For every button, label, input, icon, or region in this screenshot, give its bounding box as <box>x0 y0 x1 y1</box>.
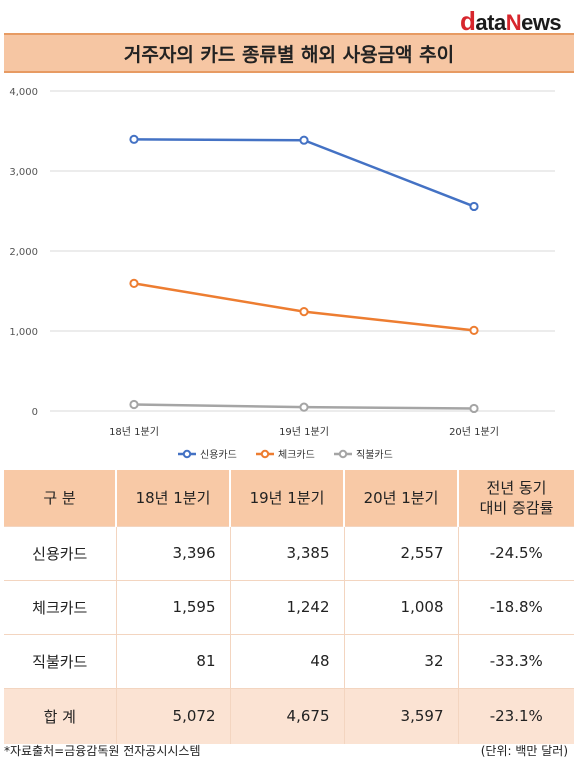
y-tick-label: 0 <box>32 407 38 418</box>
value-cell: 3,385 <box>229 525 344 580</box>
header-text: 대비 증감률 <box>479 498 554 517</box>
row-label: 신용카드 <box>4 525 116 580</box>
data-point <box>129 134 139 144</box>
table-row: 체크카드 1,595 1,242 1,008 -18.8% <box>4 579 574 634</box>
table-header-cell: 전년 동기 대비 증감률 <box>457 470 574 526</box>
data-point <box>299 135 309 145</box>
legend-swatch-marker <box>182 449 192 459</box>
table-header-cell: 20년 1분기 <box>343 470 458 526</box>
chart-x-axis: 18년 1분기 19년 1분기 20년 1분기 <box>109 426 499 438</box>
data-point <box>469 201 479 212</box>
table-total-row: 합 계 5,072 4,675 3,597 -23.1% <box>4 687 574 744</box>
header-text: 19년 1분기 <box>249 488 325 507</box>
table-row: 직불카드 81 48 32 -33.3% <box>4 633 574 688</box>
table-row: 신용카드 3,396 3,385 2,557 -24.5% <box>4 525 574 580</box>
y-tick-label: 1,000 <box>9 327 38 338</box>
legend-swatch-marker <box>338 449 348 459</box>
logo-letter-n: N <box>505 10 522 35</box>
table-header-cell: 19년 1분기 <box>229 470 344 526</box>
value-cell: 1,595 <box>115 579 230 634</box>
unit-note: (단위: 백만 달러) <box>480 744 568 758</box>
table-header-row: 구 분 18년 1분기 19년 1분기 20년 1분기 전년 동기 대비 증감률 <box>4 470 574 526</box>
header-text: 구 분 <box>43 488 76 507</box>
logo-text-ata: ata <box>475 10 506 35</box>
logo-text-ews: ews <box>521 10 562 35</box>
legend-label: 체크카드 <box>278 449 315 461</box>
legend-label: 직불카드 <box>356 449 393 461</box>
row-label: 직불카드 <box>4 633 116 688</box>
value-cell: 48 <box>229 633 344 688</box>
source-note: *자료출처=금융감독원 전자공시시스템 <box>4 744 201 758</box>
chart-y-axis: 0 1,000 2,000 3,000 4,000 <box>9 87 38 418</box>
chart-legend: 신용카드 체크카드 직불카드 <box>178 449 393 461</box>
change-cell: -24.5% <box>457 525 574 580</box>
legend-label: 신용카드 <box>200 449 237 461</box>
y-tick-label: 2,000 <box>9 247 38 258</box>
x-tick-label: 20년 1분기 <box>449 426 499 438</box>
data-table: 구 분 18년 1분기 19년 1분기 20년 1분기 전년 동기 대비 증감률 신용카드… <box>4 470 574 744</box>
datanews-logo: dataNews <box>460 6 572 36</box>
series-line-2 <box>133 282 475 332</box>
page-title: 거주자의 카드 종류별 해외 사용금액 추이 <box>123 43 455 66</box>
table-header-cell: 18년 1분기 <box>115 470 230 526</box>
change-cell: -23.1% <box>457 687 574 744</box>
table-header-cell: 구 분 <box>4 470 116 526</box>
y-tick-label: 3,000 <box>9 167 38 178</box>
header-text: 18년 1분기 <box>135 488 211 507</box>
value-cell: 81 <box>115 633 230 688</box>
data-point <box>299 402 309 412</box>
y-tick-label: 4,000 <box>9 87 38 98</box>
data-point <box>299 307 309 317</box>
data-point <box>469 325 479 335</box>
value-cell: 3,396 <box>115 525 230 580</box>
line-chart: 0 1,000 2,000 3,000 4,000 18년 1분기 19년 1분기 20년 … <box>9 87 555 461</box>
data-point <box>469 403 479 414</box>
change-cell: -33.3% <box>457 633 574 688</box>
data-point <box>129 399 139 410</box>
logo-letter-d: d <box>460 6 476 36</box>
value-cell: 1,008 <box>343 579 458 634</box>
series-line-1 <box>133 138 475 208</box>
header-text: 20년 1분기 <box>363 488 439 507</box>
value-cell: 1,242 <box>229 579 344 634</box>
change-cell: -18.8% <box>457 579 574 634</box>
header-text: 전년 동기 <box>486 478 547 497</box>
data-point <box>129 278 139 288</box>
x-tick-label: 19년 1분기 <box>279 426 329 438</box>
value-cell: 2,557 <box>343 525 458 580</box>
chart-series <box>129 134 479 414</box>
value-cell: 3,597 <box>343 687 458 744</box>
x-tick-label: 18년 1분기 <box>109 426 159 438</box>
value-cell: 4,675 <box>229 687 344 744</box>
value-cell: 5,072 <box>115 687 230 744</box>
row-label: 체크카드 <box>4 579 116 634</box>
legend-swatch-marker <box>260 449 270 459</box>
value-cell: 32 <box>343 633 458 688</box>
row-label: 합 계 <box>4 687 116 744</box>
title-bar: 거주자의 카드 종류별 해외 사용금액 추이 <box>4 33 574 73</box>
